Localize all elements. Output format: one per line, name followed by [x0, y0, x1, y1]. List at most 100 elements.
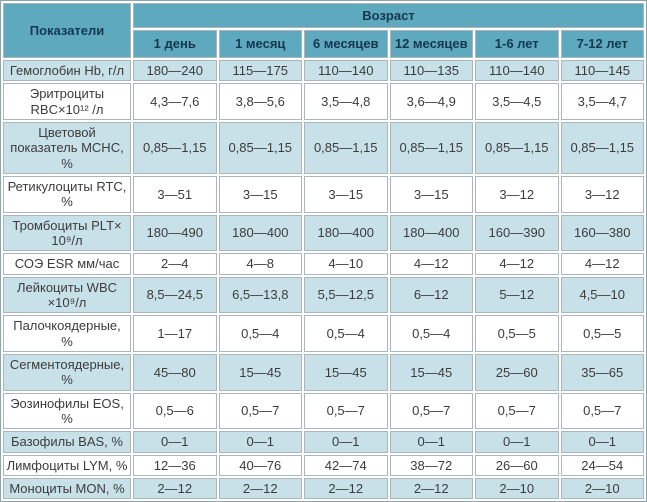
- cell-value: 180—400: [218, 214, 302, 252]
- age-column-1-day: 1 день: [133, 30, 217, 58]
- cell-value: 0,5—7: [218, 392, 302, 430]
- cell-value: 2—10: [475, 477, 559, 500]
- header-row-age-columns: 1 день 1 месяц 6 месяцев 12 месяцев 1-6 …: [3, 30, 644, 58]
- cell-value: 15—45: [304, 353, 388, 391]
- row-label: Сегментоядерные, %: [3, 353, 131, 391]
- row-label: Эритроциты RBC×10¹² /л: [3, 83, 131, 120]
- cell-value: 2—12: [304, 477, 388, 500]
- row-label: Ретикулоциты RTC, %: [3, 175, 131, 213]
- row-label: Цветовой показатель MCHC, %: [3, 121, 131, 174]
- cell-value: 42—74: [304, 454, 388, 476]
- cell-value: 110—135: [389, 60, 473, 82]
- table-row-erythrocytes: Эритроциты RBC×10¹² /л 4,3—7,6 3,8—5,6 3…: [3, 83, 644, 120]
- cell-value: 2—12: [218, 477, 302, 500]
- cell-value: 110—140: [475, 60, 559, 82]
- cell-value: 180—240: [133, 60, 217, 82]
- cell-value: 0,5—5: [475, 315, 559, 352]
- row-label: Лимфоциты LYM, %: [3, 454, 131, 476]
- cell-value: 0,85—1,15: [389, 121, 473, 174]
- table-row-band-neutrophils: Палочкоядерные, % 1—17 0,5—4 0,5—4 0,5—4…: [3, 315, 644, 352]
- cell-value: 40—76: [218, 454, 302, 476]
- table-row-basophils: Базофилы BAS, % 0—1 0—1 0—1 0—1 0—1 0—1: [3, 431, 644, 453]
- cell-value: 180—400: [389, 214, 473, 252]
- cell-value: 4,3—7,6: [133, 83, 217, 120]
- cell-value: 0,85—1,15: [304, 121, 388, 174]
- cell-value: 8,5—24,5: [133, 276, 217, 314]
- cell-value: 0,5—4: [304, 315, 388, 352]
- cell-value: 160—380: [560, 214, 644, 252]
- header-row-age: Показатели Возраст: [3, 3, 644, 58]
- cell-value: 0,85—1,15: [560, 121, 644, 174]
- indicators-column-header: Показатели: [3, 3, 131, 58]
- cell-value: 35—65: [560, 353, 644, 391]
- table-row-eosinophils: Эозинофилы EOS, % 0,5—6 0,5—7 0,5—7 0,5—…: [3, 392, 644, 430]
- table-row-leukocytes: Лейкоциты WBC ×10⁹/л 8,5—24,5 6,5—13,8 5…: [3, 276, 644, 314]
- cell-value: 4,5—10: [560, 276, 644, 314]
- cell-value: 24—54: [560, 454, 644, 476]
- cell-value: 45—80: [133, 353, 217, 391]
- cell-value: 0,5—7: [304, 392, 388, 430]
- row-label: Моноциты MON, %: [3, 477, 131, 500]
- age-column-6-months: 6 месяцев: [304, 30, 388, 58]
- cell-value: 110—140: [304, 60, 388, 82]
- row-label: СОЭ ESR мм/час: [3, 253, 131, 275]
- cell-value: 3—12: [560, 175, 644, 213]
- cell-value: 0,5—6: [133, 392, 217, 430]
- cell-value: 0—1: [133, 431, 217, 453]
- cell-value: 2—10: [560, 477, 644, 500]
- cell-value: 4—12: [560, 253, 644, 275]
- cell-value: 4—12: [389, 253, 473, 275]
- cell-value: 3—51: [133, 175, 217, 213]
- row-label: Эозинофилы EOS, %: [3, 392, 131, 430]
- cell-value: 0,5—5: [560, 315, 644, 352]
- cell-value: 15—45: [218, 353, 302, 391]
- cell-value: 0,5—7: [389, 392, 473, 430]
- cell-value: 12—36: [133, 454, 217, 476]
- cell-value: 160—390: [475, 214, 559, 252]
- cell-value: 180—490: [133, 214, 217, 252]
- cell-value: 3,5—4,7: [560, 83, 644, 120]
- cell-value: 0,85—1,15: [133, 121, 217, 174]
- table-row-segmented-neutrophils: Сегментоядерные, % 45—80 15—45 15—45 15—…: [3, 353, 644, 391]
- table-row-esr: СОЭ ESR мм/час 2—4 4—8 4—10 4—12 4—12 4—…: [3, 253, 644, 275]
- age-column-7-12-years: 7-12 лет: [560, 30, 644, 58]
- cell-value: 5—12: [475, 276, 559, 314]
- cell-value: 3—15: [304, 175, 388, 213]
- row-label: Гемоглобин Hb, г/л: [3, 60, 131, 82]
- table-row-color-index: Цветовой показатель MCHC, % 0,85—1,15 0,…: [3, 121, 644, 174]
- table-row-platelets: Тромбоциты PLT× 10⁹/л 180—490 180—400 18…: [3, 214, 644, 252]
- table-row-lymphocytes: Лимфоциты LYM, % 12—36 40—76 42—74 38—72…: [3, 454, 644, 476]
- cell-value: 6—12: [389, 276, 473, 314]
- cell-value: 4—10: [304, 253, 388, 275]
- cell-value: 0,5—7: [475, 392, 559, 430]
- cell-value: 0—1: [304, 431, 388, 453]
- cell-value: 0—1: [560, 431, 644, 453]
- cell-value: 3,5—4,8: [304, 83, 388, 120]
- table-row-hemoglobin: Гемоглобин Hb, г/л 180—240 115—175 110—1…: [3, 60, 644, 82]
- cell-value: 3—15: [389, 175, 473, 213]
- cell-value: 115—175: [218, 60, 302, 82]
- cell-value: 5,5—12,5: [304, 276, 388, 314]
- age-column-1-6-years: 1-6 лет: [475, 30, 559, 58]
- cell-value: 2—12: [133, 477, 217, 500]
- cell-value: 110—145: [560, 60, 644, 82]
- cell-value: 25—60: [475, 353, 559, 391]
- cell-value: 2—12: [389, 477, 473, 500]
- cell-value: 3—12: [475, 175, 559, 213]
- age-column-12-months: 12 месяцев: [389, 30, 473, 58]
- cell-value: 4—8: [218, 253, 302, 275]
- cell-value: 0—1: [218, 431, 302, 453]
- cell-value: 180—400: [304, 214, 388, 252]
- age-group-header: Возраст: [133, 3, 644, 28]
- cell-value: 0,5—4: [218, 315, 302, 352]
- cell-value: 3—15: [218, 175, 302, 213]
- row-label: Базофилы BAS, %: [3, 431, 131, 453]
- cell-value: 4—12: [475, 253, 559, 275]
- row-label: Лейкоциты WBC ×10⁹/л: [3, 276, 131, 314]
- cell-value: 1—17: [133, 315, 217, 352]
- cell-value: 6,5—13,8: [218, 276, 302, 314]
- row-label: Тромбоциты PLT× 10⁹/л: [3, 214, 131, 252]
- cell-value: 3,6—4,9: [389, 83, 473, 120]
- cell-value: 3,8—5,6: [218, 83, 302, 120]
